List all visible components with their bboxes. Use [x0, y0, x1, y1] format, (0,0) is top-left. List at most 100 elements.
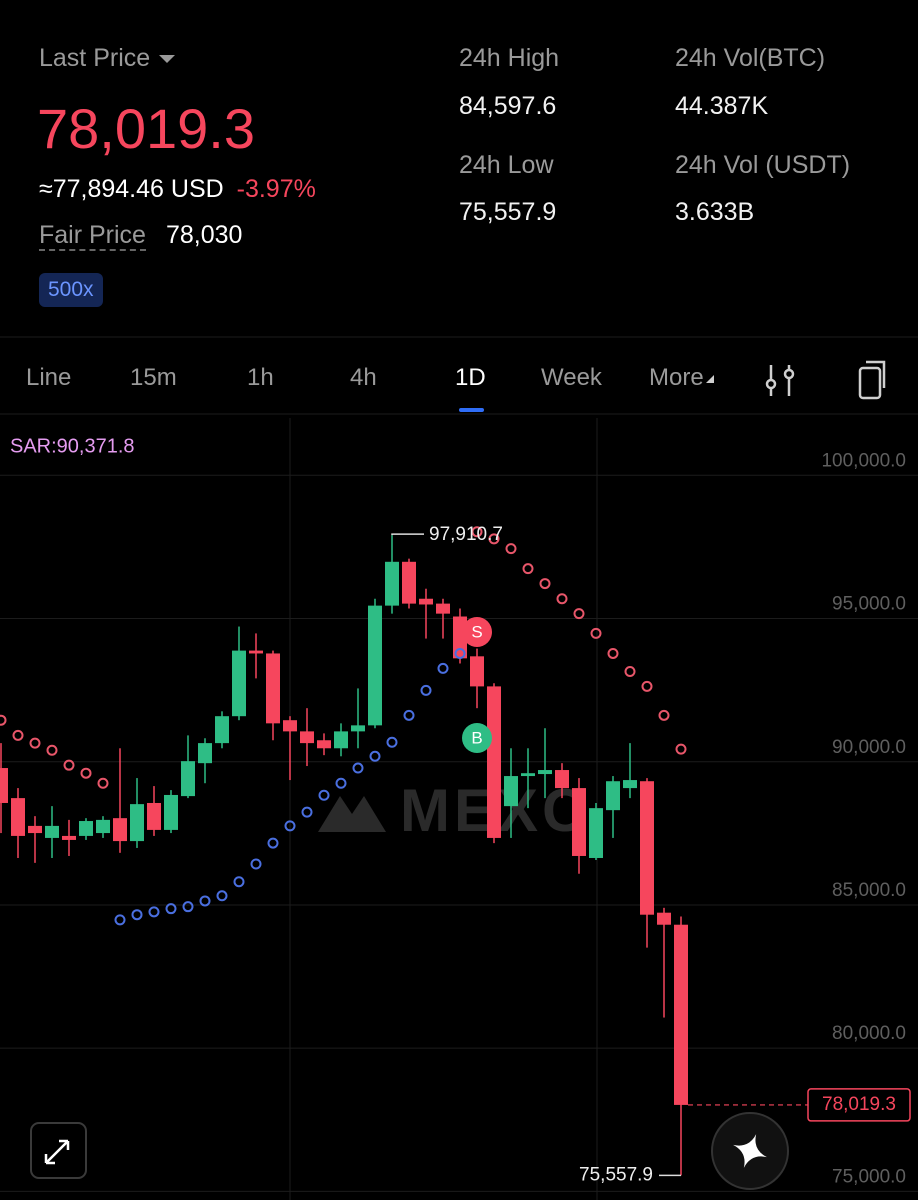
candle-body	[368, 605, 382, 726]
sar-dot	[250, 858, 262, 870]
sar-dot	[114, 914, 126, 926]
candle-body	[419, 598, 433, 605]
sar-dot	[63, 759, 75, 771]
candle-body	[45, 825, 59, 838]
sar-dot	[335, 777, 347, 789]
tab[interactable]: 15m	[130, 364, 177, 392]
candle-body	[300, 731, 314, 744]
price-row: ≈77,894.46 USD -3.97%	[39, 175, 316, 204]
stat-label: 24h Low	[459, 151, 554, 179]
candle-body	[266, 653, 280, 724]
candle-body	[402, 561, 416, 604]
sar-dot	[216, 890, 228, 902]
y-tick-label: 90,000.0	[832, 737, 906, 758]
candle-body	[538, 770, 552, 775]
sar-dot	[437, 662, 449, 674]
sar-dot	[29, 737, 41, 749]
high-annotation: 97,910.7	[429, 524, 503, 545]
sar-dot	[182, 901, 194, 913]
candle-body	[589, 808, 603, 858]
sar-dot	[590, 627, 602, 639]
stat-value: 84,597.6	[459, 92, 557, 120]
tab[interactable]: Week	[541, 364, 602, 392]
candle-body	[147, 802, 161, 830]
candle-body	[385, 561, 399, 606]
candle-body	[572, 788, 586, 856]
indicator-label: SAR:90,371.8	[10, 435, 135, 457]
tab[interactable]: 4h	[350, 364, 377, 392]
tab-label: Line	[26, 364, 72, 391]
candle-body	[487, 686, 501, 838]
candle-body	[164, 794, 178, 830]
y-tick-label: 80,000.0	[832, 1023, 906, 1044]
sar-dot	[488, 533, 500, 545]
candle-body	[640, 781, 654, 915]
tab[interactable]: More	[649, 364, 716, 392]
sar-dot	[46, 744, 58, 756]
leverage-badge[interactable]: 500x	[39, 273, 103, 307]
candle-body	[674, 924, 688, 1105]
sar-dot	[624, 666, 636, 678]
sar-dot	[641, 680, 653, 692]
candle-body	[334, 731, 348, 749]
candle-body	[657, 912, 671, 925]
fullscreen-button[interactable]	[30, 1122, 87, 1179]
candle-body	[504, 776, 518, 807]
active-tab-underline	[459, 408, 484, 412]
tab-label: More	[649, 364, 704, 391]
sar-dot	[0, 714, 7, 726]
sar-dot	[522, 563, 534, 575]
sar-dot	[352, 762, 364, 774]
fair-price-row: Fair Price 78,030	[39, 221, 242, 251]
candle-body	[351, 725, 365, 732]
usd-approx: ≈77,894.46 USD	[39, 175, 224, 203]
sar-dot	[80, 767, 92, 779]
sar-dot	[369, 750, 381, 762]
stat-value: 3.633B	[675, 198, 755, 226]
trade-signal-label: S	[471, 622, 482, 641]
sar-dot	[454, 647, 466, 659]
tab[interactable]: 1h	[247, 364, 274, 392]
tab[interactable]: 1D	[455, 364, 486, 392]
sar-dot	[284, 820, 296, 832]
high-annotation-line	[391, 533, 424, 536]
sar-dot	[233, 876, 245, 888]
y-tick-label: 85,000.0	[832, 880, 906, 901]
last-price-tag-label: 78,019.3	[822, 1094, 896, 1115]
sar-dot	[267, 837, 279, 849]
stat-value: 75,557.9	[459, 198, 557, 226]
candle-body	[317, 740, 331, 749]
candle-body	[283, 720, 297, 732]
fair-price-label[interactable]: Fair Price	[39, 221, 146, 251]
sar-dot	[318, 789, 330, 801]
candle-body	[11, 798, 25, 836]
stat-label: 24h High	[459, 44, 560, 72]
candle-body	[249, 650, 263, 654]
candle-body	[215, 716, 229, 744]
tab-label: 1D	[455, 364, 486, 391]
candle-body	[623, 780, 637, 789]
sar-dot	[505, 543, 517, 555]
quick-action-button[interactable]	[711, 1112, 789, 1190]
y-tick-label: 75,000.0	[832, 1166, 906, 1187]
indicator-settings-icon[interactable]	[765, 365, 795, 396]
candle-body	[436, 603, 450, 614]
stat-value: 44.387K	[675, 92, 769, 120]
tab-label: 4h	[350, 364, 377, 391]
last-price-label[interactable]: Last Price	[39, 44, 178, 73]
tab-label: Week	[541, 364, 602, 391]
tab[interactable]: Line	[26, 364, 71, 392]
sar-dot	[12, 729, 24, 741]
sar-dot	[403, 709, 415, 721]
sar-dot	[675, 743, 687, 755]
trade-signal	[462, 617, 492, 647]
trade-signal	[462, 723, 492, 753]
plot-area: 75,000.0 80,000.0 85,000.0 90,000.0 95,000.0…	[0, 418, 918, 1200]
sar-dot	[607, 647, 619, 659]
sar-dot	[386, 736, 398, 748]
dropdown-caret	[159, 55, 176, 63]
rotate-icon[interactable]	[858, 360, 886, 400]
sar-dot	[199, 895, 211, 907]
sar-dot	[658, 709, 670, 721]
